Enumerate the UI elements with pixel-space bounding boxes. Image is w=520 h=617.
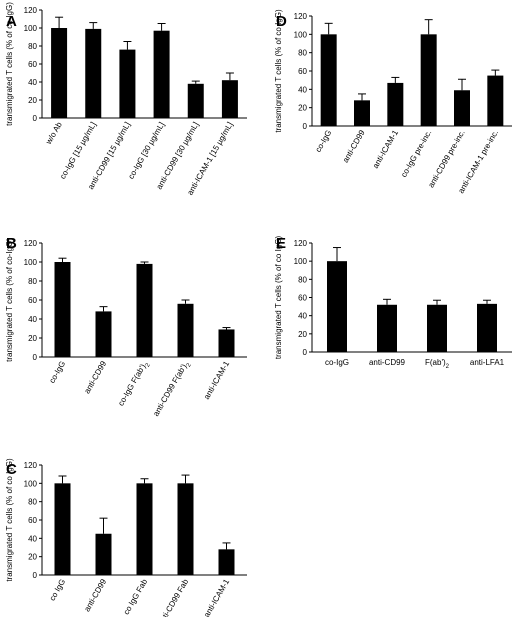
x-category-label: co-IgG F(ab')2 [116, 359, 152, 409]
x-category-label: anti-ICAM-1 [202, 359, 231, 401]
bar [177, 303, 194, 357]
x-category-label: anti-CD99 [82, 359, 108, 395]
x-category-label: w/o Ab [44, 120, 65, 147]
bar [477, 303, 497, 352]
y-tick-label: 0 [33, 114, 38, 123]
y-tick-label: 40 [298, 85, 307, 94]
y-tick-label: 120 [294, 239, 308, 248]
y-tick-label: 60 [298, 294, 307, 303]
panel-label-C: C [6, 461, 17, 478]
bar [487, 75, 504, 126]
bar [95, 311, 112, 357]
bar [218, 329, 235, 357]
x-category-label: anti-ICAM-1 [371, 128, 400, 170]
y-tick-label: 80 [298, 49, 307, 58]
y-axis-title: transmigrated T cells (% of co-IgG) [5, 238, 14, 362]
y-tick-label: 100 [294, 30, 308, 39]
x-category-label: anti-CD99 [341, 128, 367, 164]
x-category-label: co-IgG [47, 360, 67, 385]
x-category-label: co-IgG [15 µg/mL] [58, 121, 98, 181]
panel-label-D: D [276, 13, 287, 30]
y-tick-label: 100 [24, 24, 38, 33]
y-tick-label: 120 [24, 461, 38, 470]
panel-label-E: E [276, 235, 286, 252]
y-tick-label: 40 [28, 315, 37, 324]
y-tick-label: 0 [303, 122, 308, 131]
y-tick-label: 40 [298, 312, 307, 321]
bar [354, 100, 370, 126]
x-category-label: F(ab')2 [425, 358, 450, 370]
bar [177, 483, 194, 575]
y-tick-label: 60 [298, 67, 307, 76]
bar [427, 304, 447, 352]
bar [218, 549, 235, 575]
y-tick-label: 0 [33, 571, 38, 580]
bar [221, 80, 238, 118]
y-tick-label: 60 [28, 60, 37, 69]
y-axis-title: transmigrated T cells (% of co IgG) [274, 9, 283, 133]
y-tick-label: 100 [24, 258, 38, 267]
y-tick-label: 40 [28, 78, 37, 87]
y-tick-label: 60 [28, 516, 37, 525]
y-tick-label: 60 [28, 296, 37, 305]
x-category-label: anti-CD99 [369, 358, 406, 367]
x-category-label: co IgG Fab [122, 577, 150, 616]
x-category-label: co IgG [48, 578, 68, 603]
y-tick-label: 20 [298, 104, 307, 113]
y-axis-title: transmigrated T cells (% of co IgG) [5, 458, 14, 582]
x-category-label: anti-CD99 pre-inc. [426, 129, 466, 190]
y-axis-title: transmigrated T cells (% of co IgG) [274, 236, 283, 360]
y-tick-label: 100 [24, 479, 38, 488]
bar [454, 90, 470, 126]
y-tick-label: 80 [28, 498, 37, 507]
x-category-label: anti-CD99 Fab [156, 577, 190, 617]
y-tick-label: 20 [28, 96, 37, 105]
y-tick-label: 40 [28, 534, 37, 543]
y-tick-label: 0 [33, 353, 38, 362]
y-tick-label: 20 [28, 553, 37, 562]
x-category-label: co-IgG [314, 129, 334, 154]
y-tick-label: 0 [303, 348, 308, 357]
x-category-label: co-IgG pre-inc. [399, 129, 433, 179]
bar [85, 28, 102, 118]
x-category-label: anti-CD99 F(ab')2 [151, 359, 193, 419]
x-category-label: anti-LFA1 [470, 358, 505, 367]
y-axis-title: transmigrated T cells (% of co-IgG) [5, 2, 14, 126]
bar [54, 262, 71, 357]
bar [153, 30, 170, 119]
y-tick-label: 80 [298, 275, 307, 284]
bar [327, 261, 347, 352]
bar [320, 34, 337, 127]
y-tick-label: 120 [294, 12, 308, 21]
y-tick-label: 120 [24, 239, 38, 248]
y-tick-label: 20 [298, 330, 307, 339]
x-category-label: anti-CD99 [82, 577, 108, 613]
bar [95, 533, 112, 575]
x-category-label: co-IgG [30 µg/mL] [126, 121, 166, 181]
y-tick-label: 100 [294, 257, 308, 266]
x-category-label: anti-ICAM-1 [202, 577, 231, 617]
x-category-label: co-IgG [325, 358, 349, 367]
bar [54, 483, 71, 575]
bar [387, 82, 404, 126]
bar [187, 83, 204, 118]
panel-label-B: B [6, 235, 17, 252]
y-tick-label: 20 [28, 334, 37, 343]
bar [51, 28, 68, 118]
y-tick-label: 120 [24, 6, 38, 15]
y-tick-label: 80 [28, 277, 37, 286]
bar [136, 263, 153, 357]
bar [136, 483, 153, 575]
bar [119, 49, 136, 118]
panel-label-A: A [6, 13, 17, 30]
bar [420, 34, 437, 127]
bar [377, 304, 397, 352]
y-tick-label: 80 [28, 42, 37, 51]
